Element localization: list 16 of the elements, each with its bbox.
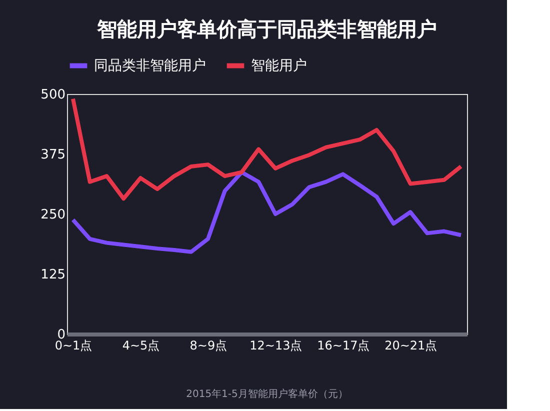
y-tick-label: 250: [40, 208, 66, 222]
line-series: [71, 170, 463, 254]
legend-label: 智能用户: [251, 58, 307, 74]
x-tick-label: 16~17点: [317, 338, 370, 352]
y-tick-label: 375: [40, 148, 66, 162]
y-tick-label: 125: [40, 268, 66, 282]
x-tick-label: 20~21点: [384, 338, 438, 352]
x-tick-label: 0~1点: [54, 338, 92, 352]
chart-title: 智能用户客单价高于同品类非智能用户: [96, 17, 437, 41]
line-series: [71, 96, 463, 201]
x-tick-label: 8~9点: [190, 338, 228, 352]
text: 2015年1-5月智能用户客单价（元）: [186, 388, 348, 400]
legend-label: 同品类非智能用户: [94, 58, 206, 74]
y-tick-label: 500: [40, 88, 66, 102]
x-tick-label: 4~5点: [122, 338, 160, 352]
x-tick-label: 12~13点: [250, 338, 302, 352]
